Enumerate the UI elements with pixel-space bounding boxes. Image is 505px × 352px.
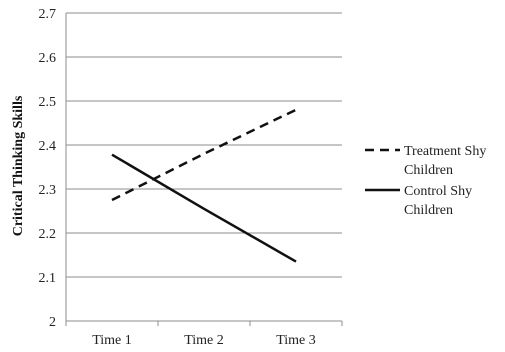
series-line — [111, 108, 297, 202]
y-tick-label: 2.1 — [39, 271, 57, 286]
x-tick-labels: Time 1 Time 2 Time 3 — [92, 333, 316, 348]
series-line — [111, 153, 297, 263]
y-tick-label: 2.7 — [39, 7, 57, 22]
y-tick-label: 2 — [49, 315, 56, 330]
y-tick-labels: 2 2.1 2.2 2.3 2.4 2.5 2.6 2.7 — [39, 7, 57, 330]
legend-label: Control Shy — [404, 184, 472, 199]
legend-label: Children — [404, 163, 453, 178]
series-lines — [111, 108, 297, 263]
y-tick-label: 2.2 — [39, 227, 57, 242]
legend-label: Children — [404, 203, 453, 218]
y-tick-label: 2.5 — [39, 95, 57, 110]
y-tick-label: 2.6 — [39, 51, 57, 66]
axes — [65, 13, 343, 326]
legend-label: Treatment Shy — [404, 144, 486, 159]
x-tick-label: Time 1 — [92, 333, 132, 348]
x-tick-label: Time 2 — [184, 333, 224, 348]
y-tick-label: 2.4 — [39, 139, 57, 154]
gridlines — [66, 12, 342, 278]
y-axis-title: Critical Thinking Skills — [11, 95, 26, 236]
legend: Treatment Shy Children Control Shy Children — [365, 144, 486, 218]
x-tick-label: Time 3 — [276, 333, 316, 348]
y-tick-label: 2.3 — [39, 183, 57, 198]
